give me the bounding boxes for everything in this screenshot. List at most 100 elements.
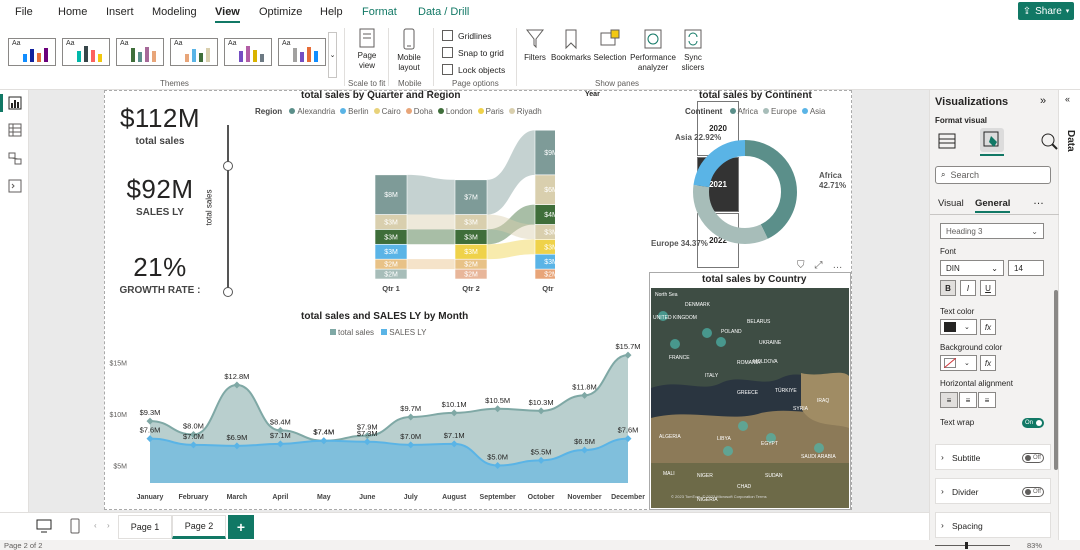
slider-handle-top[interactable] <box>223 161 233 171</box>
more-options-icon[interactable]: … <box>1033 195 1044 207</box>
heading-style-select[interactable]: Heading 3 ⌄ <box>940 223 1044 239</box>
map-bubble[interactable] <box>702 328 712 338</box>
gridlines-checkbox[interactable]: Gridlines <box>442 30 492 41</box>
data-point[interactable] <box>320 437 328 445</box>
legend-item[interactable]: Europe <box>771 107 797 116</box>
donut-chart[interactable] <box>690 136 800 248</box>
map-bubble[interactable] <box>814 443 824 453</box>
menu-home[interactable]: Home <box>58 6 88 18</box>
desktop-layout-icon[interactable] <box>36 519 52 533</box>
theme-thumbnail[interactable]: Aa <box>8 38 56 66</box>
section-divider[interactable]: › Divider Off <box>935 478 1051 504</box>
analytics-icon[interactable] <box>1040 132 1058 150</box>
legend-item[interactable]: Berlin <box>348 107 369 116</box>
italic-button[interactable]: I <box>960 280 976 296</box>
menu-insert[interactable]: Insert <box>106 6 134 18</box>
tab-visual[interactable]: Visual <box>938 198 964 209</box>
align-center-button[interactable]: ≡ <box>959 392 977 408</box>
themes-expand-button[interactable]: ⌄ <box>328 32 337 78</box>
report-view-icon[interactable] <box>8 96 22 110</box>
data-pane-collapsed[interactable]: « Data <box>1058 90 1080 550</box>
data-point[interactable] <box>581 446 589 454</box>
next-page-icon[interactable]: › <box>107 521 110 530</box>
selection-button[interactable]: Selection <box>593 28 627 63</box>
build-visual-icon[interactable] <box>938 132 956 150</box>
theme-thumbnail[interactable]: Aa <box>116 38 164 66</box>
data-point[interactable] <box>581 391 589 399</box>
menu-optimize[interactable]: Optimize <box>259 6 303 18</box>
map-bubble[interactable] <box>670 339 680 349</box>
donut-slice[interactable] <box>693 140 797 244</box>
add-page-button[interactable]: + <box>228 515 254 539</box>
tab-general[interactable]: General <box>975 198 1011 213</box>
legend-item[interactable]: Paris <box>485 107 504 116</box>
focus-mode-icon[interactable]: ⤢ <box>814 260 823 271</box>
snap-to-grid-checkbox[interactable]: Snap to grid <box>442 47 504 58</box>
data-point[interactable] <box>363 438 371 446</box>
data-point[interactable] <box>189 431 197 439</box>
theme-thumbnail[interactable]: Aa <box>278 38 326 66</box>
divider-toggle[interactable]: Off <box>1022 487 1044 497</box>
map-bubble[interactable] <box>658 311 668 321</box>
ribbon-segment[interactable] <box>374 174 408 215</box>
legend-item[interactable]: Alexandria <box>297 107 336 116</box>
subtitle-toggle[interactable]: Off <box>1022 453 1044 463</box>
menu-help[interactable]: Help <box>320 6 343 18</box>
menu-view[interactable]: View <box>215 6 240 23</box>
menu-modeling[interactable]: Modeling <box>152 6 197 18</box>
page-view-button[interactable]: Page view <box>352 28 382 71</box>
menu-data-drill[interactable]: Data / Drill <box>418 6 470 18</box>
data-point[interactable] <box>363 432 371 440</box>
section-spacing[interactable]: › Spacing <box>935 512 1051 538</box>
bold-button[interactable]: B <box>940 280 956 296</box>
model-view-icon[interactable] <box>8 151 22 165</box>
text-wrap-toggle[interactable]: On <box>1022 418 1044 428</box>
map-bubble[interactable] <box>716 337 726 347</box>
total-sales-slider-track[interactable] <box>227 125 229 291</box>
slider-handle-bottom[interactable] <box>223 287 233 297</box>
performance-analyzer-button[interactable]: Performance analyzer <box>629 28 677 73</box>
data-point[interactable] <box>189 441 197 449</box>
data-point[interactable] <box>233 381 241 389</box>
data-point[interactable] <box>407 413 415 421</box>
satellite-map[interactable]: North Sea DENMARK UNITED KINGDOM POLAND BELA… <box>651 288 849 508</box>
page-tab-1[interactable]: Page 1 <box>118 515 172 539</box>
data-point[interactable] <box>494 405 502 413</box>
map-visual[interactable]: total sales by Country North Sea DENMARK U… <box>649 272 851 510</box>
map-bubble[interactable] <box>723 446 733 456</box>
menu-file[interactable]: File <box>15 6 33 18</box>
lock-objects-checkbox[interactable]: Lock objects <box>442 64 505 75</box>
data-point[interactable] <box>146 417 154 425</box>
collapse-icon[interactable]: » <box>1040 95 1047 107</box>
filters-button[interactable]: Filters <box>522 28 548 63</box>
search-input[interactable]: ⌕ Search <box>935 166 1051 184</box>
data-point[interactable] <box>146 435 154 443</box>
filter-icon[interactable]: ⛉ <box>797 260 805 271</box>
fx-button[interactable]: fx <box>980 319 996 335</box>
data-point[interactable] <box>407 441 415 449</box>
share-button[interactable]: ⇪ Share ▾ <box>1018 2 1074 20</box>
data-point[interactable] <box>494 461 502 469</box>
text-color-picker[interactable]: ⌄ <box>940 319 977 335</box>
ribbon-segment[interactable] <box>534 129 555 176</box>
page-tab-2[interactable]: Page 2 <box>172 515 226 539</box>
legend-item[interactable]: Asia <box>809 107 826 116</box>
font-size-stepper[interactable]: 14 <box>1008 260 1044 276</box>
align-right-button[interactable]: ≡ <box>978 392 996 408</box>
mobile-layout-button[interactable]: Mobile layout <box>393 28 425 73</box>
more-options-icon[interactable]: … <box>832 260 843 271</box>
font-family-select[interactable]: DIN ⌄ <box>940 260 1004 276</box>
prev-page-icon[interactable]: ‹ <box>94 521 97 530</box>
section-subtitle[interactable]: › Subtitle Off <box>935 444 1051 470</box>
menu-format[interactable]: Format <box>362 6 397 18</box>
data-point[interactable] <box>276 426 284 434</box>
expand-icon[interactable]: « <box>1065 94 1071 104</box>
data-point[interactable] <box>450 409 458 417</box>
bookmarks-button[interactable]: Bookmarks <box>551 28 591 63</box>
align-left-button[interactable]: ≡ <box>940 392 958 408</box>
table-view-icon[interactable] <box>8 123 22 137</box>
zoom-handle[interactable] <box>965 542 968 549</box>
data-point[interactable] <box>537 456 545 464</box>
data-point[interactable] <box>450 440 458 448</box>
zoom-slider[interactable] <box>935 545 1010 546</box>
